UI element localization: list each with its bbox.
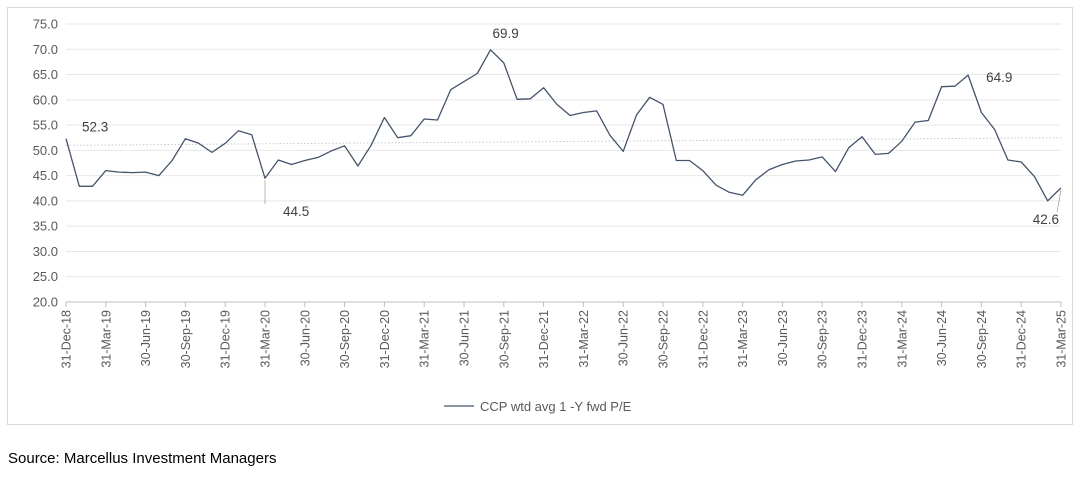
average-line	[65, 137, 1062, 146]
x-tick-label: 31-Dec-19	[219, 310, 233, 368]
legend-label: CCP wtd avg 1 -Y fwd P/E	[480, 399, 632, 414]
y-tick-label: 40.0	[33, 193, 58, 208]
x-tick-label: 31-Dec-18	[60, 310, 74, 368]
x-tick-label: 31-Mar-20	[259, 310, 273, 368]
x-tick-label: 30-Sep-21	[497, 310, 511, 368]
series-line	[65, 49, 1062, 202]
y-axis-tick-labels: 20.0 25.0 30.0 35.0 40.0 45.0 50.0 55.0 60.0 65.0…	[33, 17, 58, 310]
y-tick-label: 60.0	[33, 92, 58, 107]
data-label: 52.3	[82, 120, 108, 135]
source-note: Source: Marcellus Investment Managers	[8, 450, 277, 467]
y-tick-label: 65.0	[33, 67, 58, 82]
y-tick-label: 45.0	[33, 168, 58, 183]
y-tick-label: 75.0	[33, 17, 58, 32]
x-tick-label: 31-Mar-22	[577, 310, 591, 368]
x-tick-label: 31-Mar-24	[895, 310, 909, 368]
x-tick-label: 31-Dec-24	[1015, 310, 1029, 368]
data-label: 64.9	[986, 70, 1012, 85]
x-tick-label: 30-Jun-19	[139, 310, 153, 366]
x-tick-label: 30-Jun-24	[935, 310, 949, 366]
data-label: 42.6	[1033, 212, 1059, 227]
x-tick-label: 30-Sep-22	[657, 310, 671, 368]
x-tick-label: 31-Mar-19	[99, 310, 113, 368]
x-tick-label: 31-Mar-21	[418, 310, 432, 368]
y-tick-label: 35.0	[33, 219, 58, 234]
y-tick-label: 30.0	[33, 244, 58, 259]
data-label: 44.5	[283, 204, 309, 219]
y-tick-label: 70.0	[33, 42, 58, 57]
chart-frame: 20.0 25.0 30.0 35.0 40.0 45.0 50.0 55.0 60.0 65.0…	[7, 7, 1073, 425]
x-tick-label: 30-Sep-24	[975, 310, 989, 368]
x-tick-label: 30-Jun-20	[298, 310, 312, 366]
data-labels: 52.3 44.5 69.9 64.9 42.6	[82, 26, 1062, 227]
y-tick-label: 25.0	[33, 269, 58, 284]
legend: CCP wtd avg 1 -Y fwd P/E	[444, 399, 632, 414]
y-tick-label: 50.0	[33, 143, 58, 158]
x-tick-label: 30-Jun-23	[776, 310, 790, 366]
x-tick-label: 31-Dec-22	[696, 310, 710, 368]
series-layer	[65, 49, 1062, 202]
x-tick-label: 31-Mar-23	[736, 310, 750, 368]
x-tick-label: 31-Dec-20	[378, 310, 392, 368]
y-tick-label: 20.0	[33, 295, 58, 310]
gridlines	[65, 23, 1062, 307]
x-tick-label: 30-Jun-21	[458, 310, 472, 366]
label-leader-line	[1056, 189, 1062, 212]
y-tick-label: 55.0	[33, 118, 58, 133]
x-tick-label: 31-Dec-23	[856, 310, 870, 368]
x-tick-label: 30-Sep-19	[179, 310, 193, 368]
x-axis-tick-labels: 31-Dec-18 31-Mar-19 30-Jun-19 30-Sep-19 31-D…	[60, 310, 1069, 368]
x-tick-label: 31-Mar-25	[1055, 310, 1069, 368]
data-label: 69.9	[493, 26, 519, 41]
x-tick-label: 30-Sep-20	[338, 310, 352, 368]
line-chart: 20.0 25.0 30.0 35.0 40.0 45.0 50.0 55.0 60.0 65.0…	[33, 17, 1069, 415]
x-tick-label: 30-Jun-22	[617, 310, 631, 366]
average-dotted-line	[65, 137, 1062, 146]
x-tick-label: 31-Dec-21	[537, 310, 551, 368]
x-tick-label: 30-Sep-23	[816, 310, 830, 368]
